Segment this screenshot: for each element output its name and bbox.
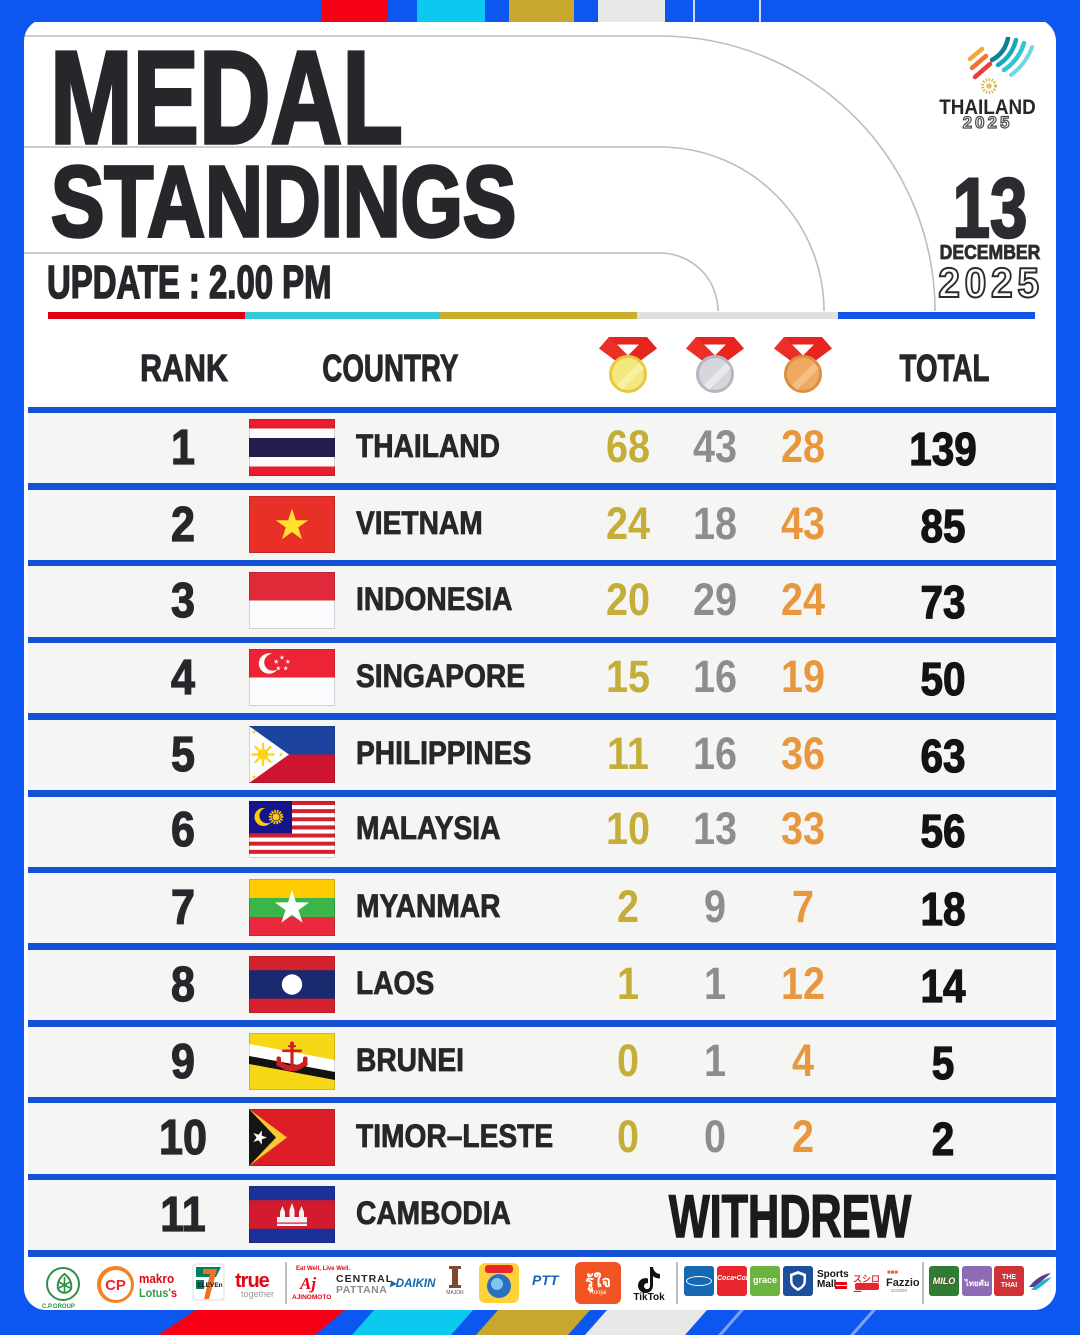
svg-text:MAJOR: MAJOR [446,1290,464,1295]
svg-text:TikTok: TikTok [633,1292,665,1303]
svg-text:ELEVEn: ELEVEn [197,1282,222,1289]
